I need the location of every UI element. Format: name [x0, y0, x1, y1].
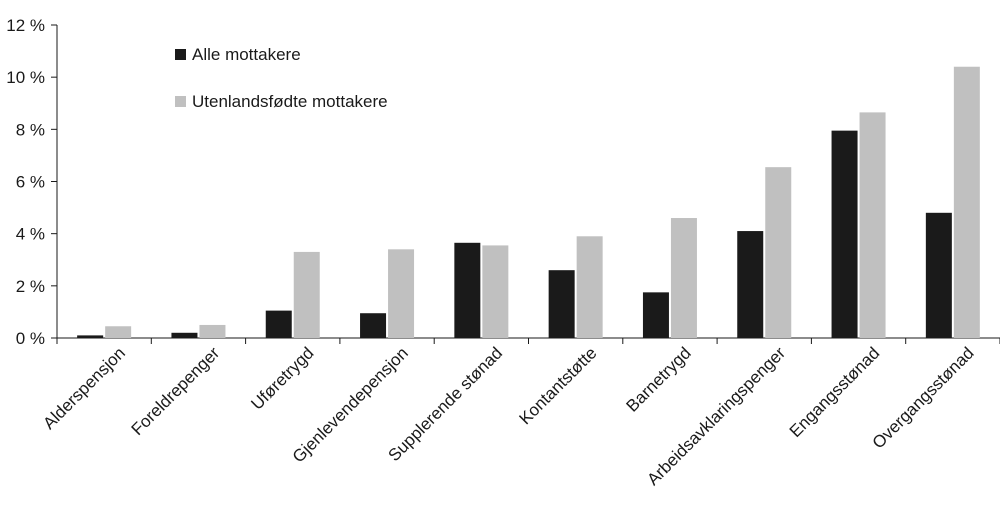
legend-swatch — [175, 49, 186, 60]
bar-alle-mottakere — [831, 130, 858, 338]
category-label: Foreldrepenger — [128, 343, 224, 439]
y-tick-label: 8 % — [16, 120, 45, 139]
legend-swatch — [175, 96, 186, 107]
category-label: Kontantstøtte — [516, 343, 601, 428]
bar-alle-mottakere — [360, 313, 387, 338]
bar-alle-mottakere — [171, 332, 198, 338]
bar-alle-mottakere — [265, 310, 292, 338]
legend-label: Utenlandsfødte mottakere — [192, 92, 388, 111]
category-label: Engangsstønad — [786, 343, 884, 441]
bar-utenlandsfodte-mottakere — [953, 66, 980, 338]
bar-alle-mottakere — [454, 242, 481, 338]
bars — [77, 66, 980, 338]
y-tick-label: 12 % — [6, 16, 45, 35]
bar-alle-mottakere — [77, 335, 104, 338]
bar-utenlandsfodte-mottakere — [670, 218, 697, 338]
y-tick-label: 4 % — [16, 225, 45, 244]
y-tick-label: 0 % — [16, 329, 45, 348]
bar-utenlandsfodte-mottakere — [482, 245, 509, 338]
category-label: Overgangsstønad — [869, 343, 978, 452]
category-label: Barnetrygd — [623, 343, 695, 415]
bar-utenlandsfodte-mottakere — [859, 112, 886, 338]
bar-utenlandsfodte-mottakere — [199, 324, 226, 338]
category-label: Alderspensjon — [39, 343, 129, 433]
category-label: Uføretrygd — [247, 343, 317, 413]
bar-utenlandsfodte-mottakere — [765, 167, 792, 338]
legend: Alle mottakere Utenlandsfødte mottakere — [175, 45, 388, 111]
y-tick-label: 2 % — [16, 277, 45, 296]
bar-utenlandsfodte-mottakere — [293, 251, 320, 338]
bar-alle-mottakere — [925, 212, 952, 338]
legend-label: Alle mottakere — [192, 45, 301, 64]
bar-utenlandsfodte-mottakere — [105, 326, 132, 338]
bar-alle-mottakere — [548, 270, 575, 338]
bar-alle-mottakere — [737, 231, 764, 338]
y-ticks: 0 % 2 % 4 % 6 % 8 % 10 % 12 % — [6, 16, 57, 348]
x-ticks — [56, 338, 1000, 344]
bar-utenlandsfodte-mottakere — [576, 236, 603, 338]
y-tick-label: 10 % — [6, 68, 45, 87]
y-tick-label: 6 % — [16, 173, 45, 192]
bar-alle-mottakere — [642, 292, 669, 338]
bar-utenlandsfodte-mottakere — [388, 249, 415, 338]
axes — [56, 25, 1000, 339]
